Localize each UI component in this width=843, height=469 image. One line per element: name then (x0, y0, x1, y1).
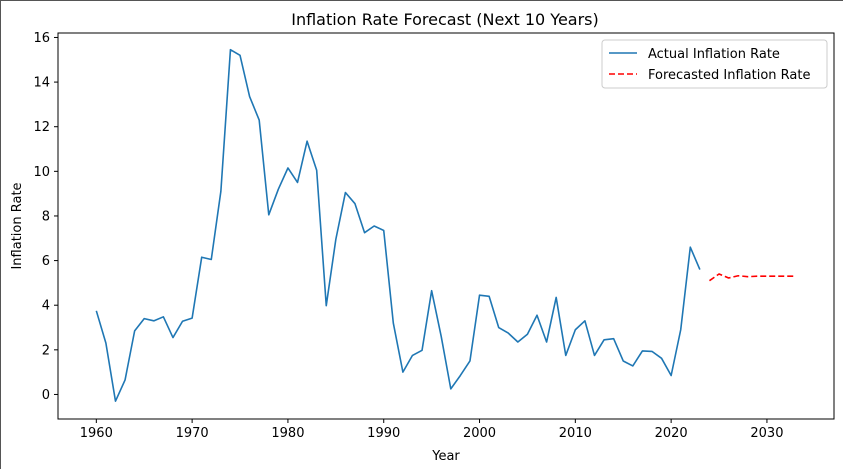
y-tick-label: 2 (42, 343, 50, 358)
x-tick-label: 2020 (655, 426, 688, 441)
series-layer (95, 48, 796, 402)
series-line-forecast (709, 273, 796, 282)
x-axis-label: Year (431, 449, 460, 464)
y-tick-label: 6 (42, 254, 50, 269)
y-axis: 0 2 4 6 8 10 12 14 16 (33, 31, 58, 403)
chart-title: Inflation Rate Forecast (Next 10 Years) (291, 10, 599, 29)
series-line-actual (95, 48, 701, 402)
x-tick-label: 2010 (559, 426, 592, 441)
y-tick-label: 12 (33, 120, 50, 135)
x-tick-label: 2030 (750, 426, 783, 441)
y-tick-label: 8 (42, 209, 50, 224)
y-tick-label: 0 (42, 388, 50, 403)
legend-label-actual: Actual Inflation Rate (648, 47, 780, 62)
y-tick-label: 4 (42, 299, 50, 314)
x-tick-label: 1970 (176, 426, 209, 441)
y-tick-label: 10 (33, 165, 50, 180)
x-tick-label: 1980 (271, 426, 304, 441)
legend-label-forecast: Forecasted Inflation Rate (648, 68, 810, 83)
plot-area (57, 32, 835, 420)
y-tick-label: 16 (33, 31, 50, 46)
y-tick-label: 14 (33, 76, 50, 91)
x-tick-label: 1990 (367, 426, 400, 441)
legend-box (601, 39, 828, 89)
y-axis-label: Inflation Rate (10, 182, 25, 269)
x-tick-label: 1960 (80, 426, 113, 441)
x-axis: 1960 1970 1980 1990 2000 2010 2020 2030 (80, 419, 783, 441)
x-tick-label: 2000 (463, 426, 496, 441)
legend: Actual Inflation Rate Forecasted Inflati… (601, 39, 828, 89)
